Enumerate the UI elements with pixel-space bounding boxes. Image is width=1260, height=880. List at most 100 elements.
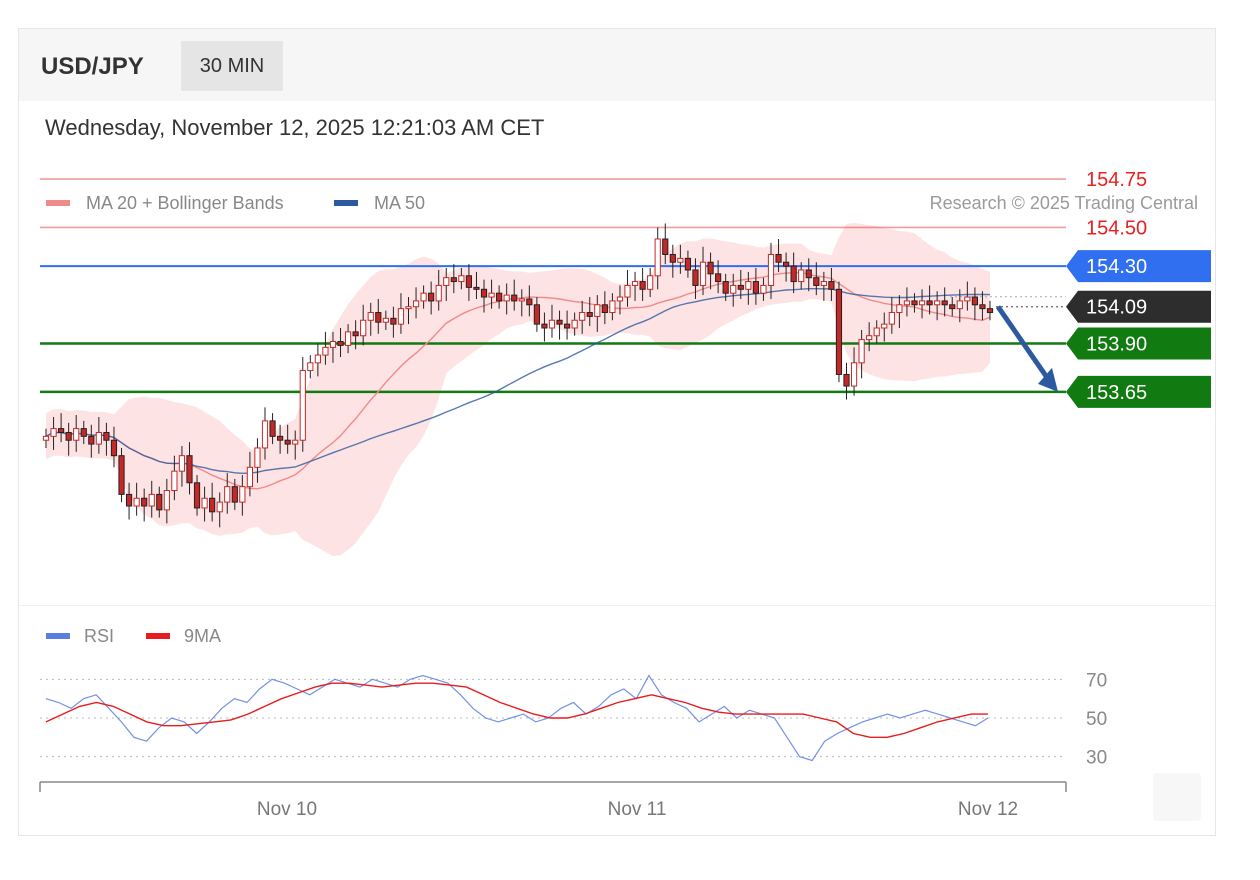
candle-body [586,312,593,317]
level-tag [1066,327,1211,360]
candle-body [979,304,986,310]
candle-body [858,339,865,364]
rsi-level-label: 70 [1086,670,1107,691]
candle-body [42,435,50,441]
legend-label: MA 50 [374,193,425,213]
legend-swatch [146,633,170,639]
legend-label: 9MA [184,626,221,646]
candle-body [677,257,684,263]
candle-body [828,281,835,290]
candle-body [125,493,133,507]
corner-control[interactable] [1153,773,1201,821]
candle-body [88,435,95,445]
candle-body [722,281,729,294]
level-tag [1066,250,1211,283]
candle-body [556,319,563,325]
candle-body [496,292,503,302]
x-tick-label: Nov 12 [958,799,1018,820]
candle-body [654,238,661,277]
candle-body [624,284,631,298]
candle-body [458,275,465,283]
ma20-line [45,271,991,490]
candle-body [163,490,170,511]
candle-body [186,455,193,484]
legend-label: RSI [84,626,114,646]
candle-body [367,312,374,321]
candle-body [926,300,933,306]
candle-body [420,292,427,302]
candle-body [352,331,359,337]
candle-body [65,431,72,441]
candle-body [133,497,140,507]
candle-body [397,308,405,325]
candle-body [941,300,948,306]
candle-body [246,466,254,488]
candle-body [662,238,669,255]
candle-body [216,501,223,513]
candle-body [73,428,80,441]
legend-swatch [334,200,358,206]
candle-body [443,277,450,286]
candle-body [148,493,155,507]
candle-body [231,486,238,503]
level-tag [1066,375,1211,408]
candle-body [405,306,412,310]
candle-body [110,439,118,457]
candle-body [866,335,873,341]
candle-body [329,341,337,348]
candle-body [193,482,201,509]
candle-body [767,253,775,286]
candle-body [337,341,344,346]
candle-body [488,292,495,298]
interval-button[interactable]: 30 MIN [181,41,283,91]
candle-body [239,486,246,503]
candle-body [601,304,608,314]
level-label: 154.30 [1086,256,1147,278]
candle-body [292,439,299,445]
candle-body [118,455,125,495]
candle-body [533,304,540,325]
rsi-ma9-line [45,682,988,738]
level-label: 154.09 [1086,297,1147,319]
candle-body [254,447,261,468]
candle-body [375,312,382,323]
candle-body [548,319,556,329]
candle-body [684,257,692,271]
candle-body [360,319,367,337]
candle-body [631,281,639,286]
candle-body [918,300,926,306]
level-label: 153.90 [1086,333,1147,355]
candle-body [261,420,269,449]
candle-body [579,312,586,321]
level-label: 154.50 [1086,217,1147,239]
chart-datetime: Wednesday, November 12, 2025 12:21:03 AM… [45,115,545,140]
candle-body [616,296,624,302]
candle-body [752,281,759,294]
candle-body [934,300,941,306]
candle-body [896,304,903,314]
candle-body [609,300,616,314]
candle-body [269,420,276,437]
candle-body [571,319,578,329]
candle-body [156,493,163,511]
candle-body [511,294,518,302]
candle-body [526,298,533,306]
candle-body [956,300,963,310]
candle-body [881,323,888,329]
x-tick-label: Nov 10 [257,799,317,820]
bollinger-band [46,222,990,557]
candle-body [80,428,87,437]
candle-body [428,292,435,302]
candle-body [888,312,895,325]
candle-body [307,362,314,372]
candle-body [850,362,858,387]
candle-body [971,296,978,306]
candle-body [171,470,178,492]
candle-body [903,300,911,306]
candle-body [178,455,186,472]
x-tick-label: Nov 11 [608,799,667,820]
rsi-level-label: 50 [1086,709,1107,730]
forecast-arrow-head [1038,367,1058,392]
rsi-line [45,674,989,762]
